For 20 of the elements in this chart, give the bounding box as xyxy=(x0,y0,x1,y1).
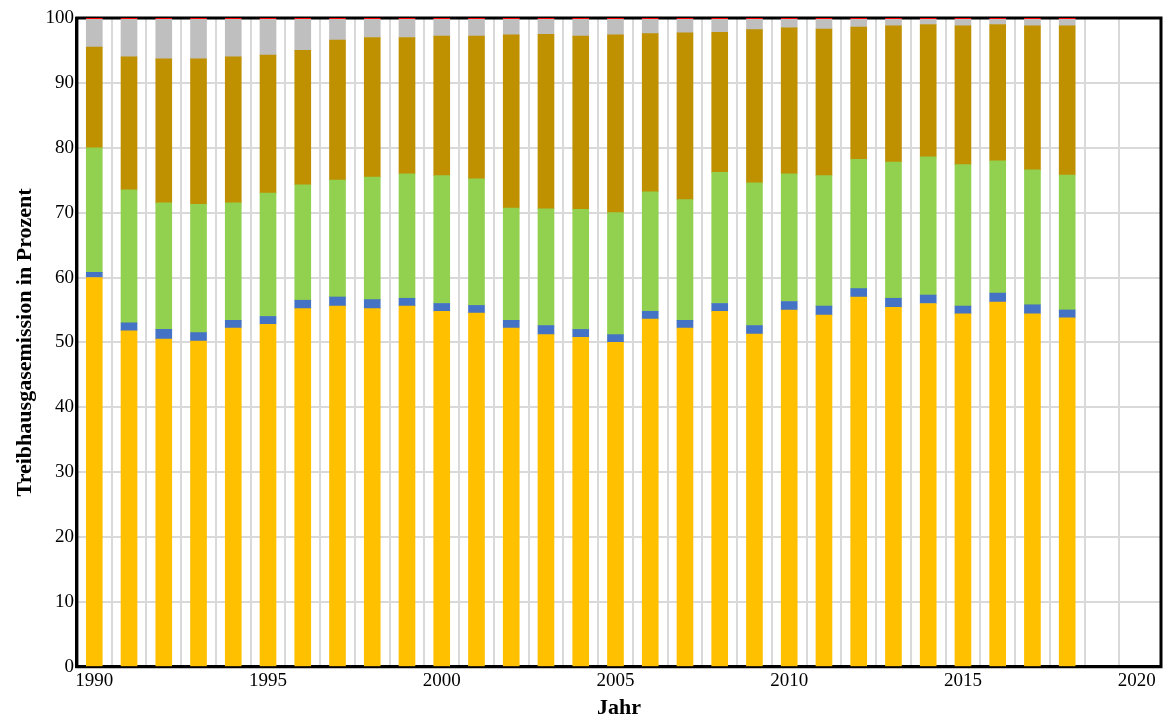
y-tick-label: 70 xyxy=(54,200,74,222)
y-tick-label: 50 xyxy=(54,330,74,352)
y-tick-label: 60 xyxy=(54,265,74,287)
x-axis-title: Jahr xyxy=(596,694,642,720)
y-tick-label: 40 xyxy=(54,395,74,417)
y-tick-label: 100 xyxy=(45,5,74,27)
y-tick-label: 10 xyxy=(54,589,74,611)
x-tick-label: 2010 xyxy=(770,669,809,691)
x-tick-label: 1995 xyxy=(249,669,288,691)
x-tick-label: 2015 xyxy=(943,669,982,691)
y-axis-title: Treibhausgasemission in Prozent xyxy=(10,187,36,497)
y-tick-label: 80 xyxy=(54,135,74,157)
x-tick-label: 2020 xyxy=(1117,669,1156,691)
x-tick-label: 2000 xyxy=(422,669,461,691)
y-tick-label: 20 xyxy=(54,525,74,547)
y-tick-label: 90 xyxy=(54,70,74,92)
x-tick-label: 2005 xyxy=(596,669,635,691)
y-tick-label: 0 xyxy=(64,654,74,676)
y-tick-label: 30 xyxy=(54,460,74,482)
x-tick-label: 1990 xyxy=(75,669,114,691)
